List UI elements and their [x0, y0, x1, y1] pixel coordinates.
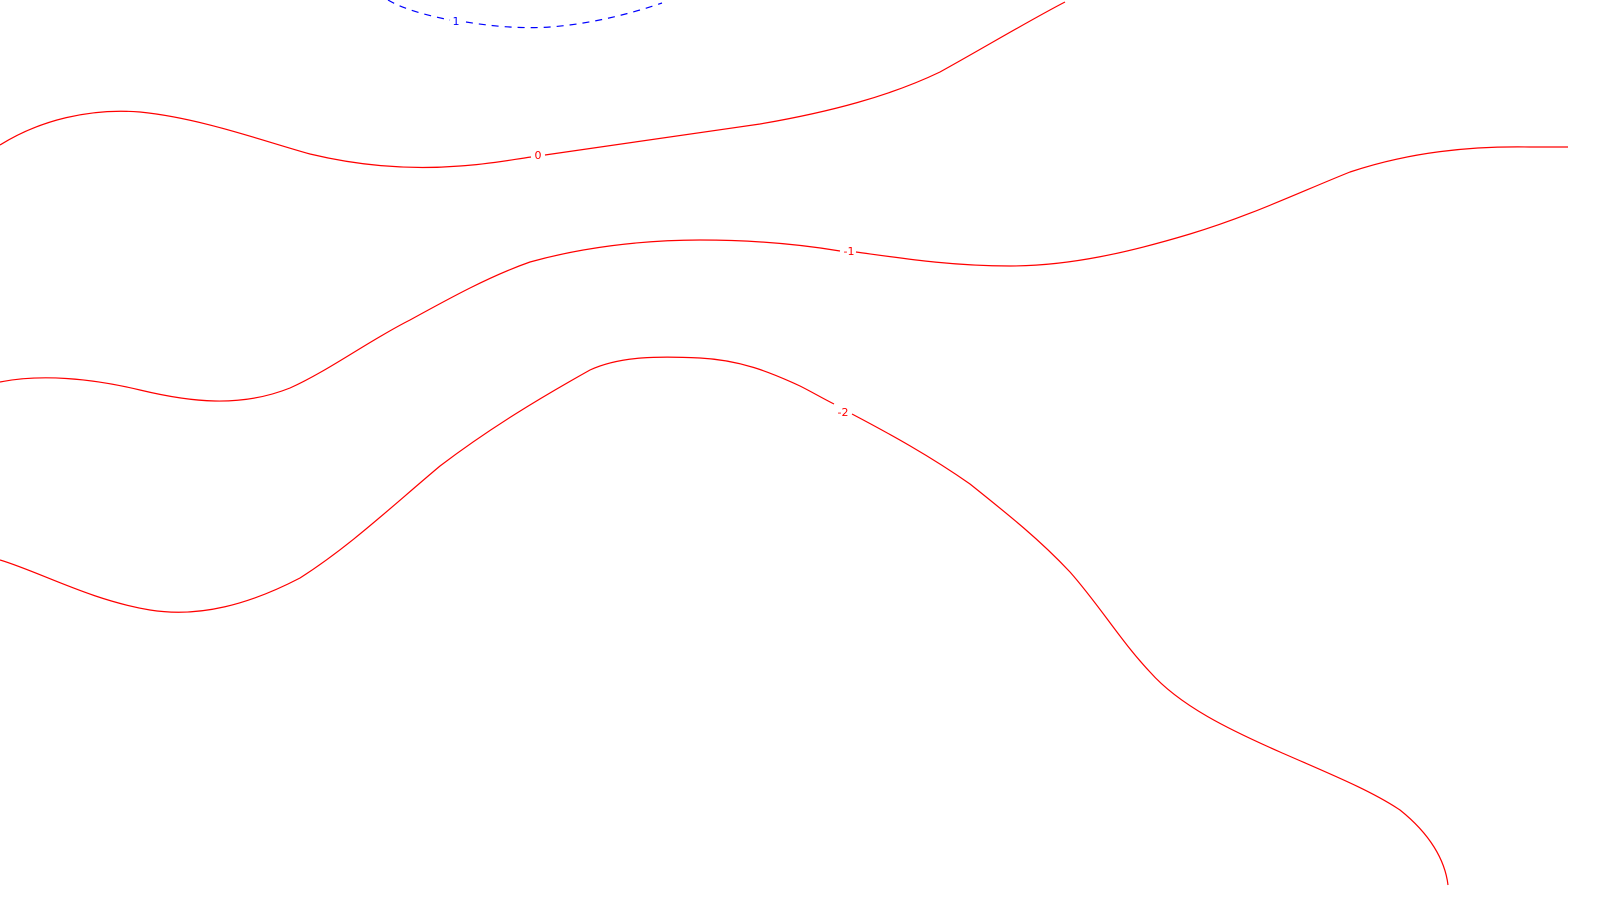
- contour-label-0: 0: [535, 149, 542, 162]
- contour-line-1: [387, 0, 663, 29]
- contour-line-minus-1: [0, 146, 1568, 402]
- contour-label-1: 1: [453, 15, 460, 28]
- contour-line-0: [0, 1, 1066, 169]
- contour-line-group-0: 0: [0, 1, 1066, 169]
- contour-line-group-1: 1: [387, 0, 663, 29]
- contour-label-minus-1: -1: [844, 245, 855, 258]
- contour-line-group-minus-1: -1: [0, 146, 1568, 402]
- contour-line-group-minus-2: -2: [0, 356, 1449, 886]
- contour-label-minus-2: -2: [838, 406, 849, 419]
- contour-line-minus-2: [0, 356, 1449, 886]
